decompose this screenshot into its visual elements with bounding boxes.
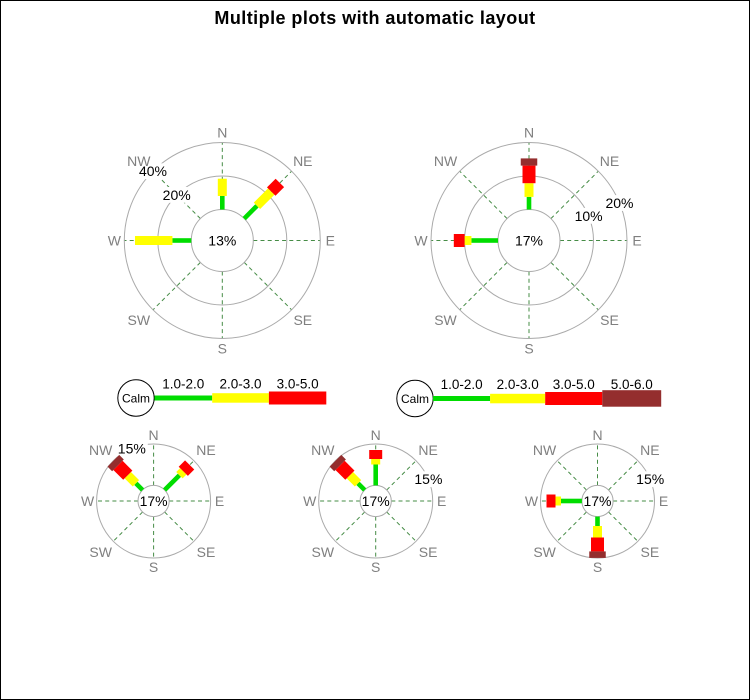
svg-text:NW: NW xyxy=(533,442,557,458)
svg-text:20%: 20% xyxy=(163,187,191,203)
svg-text:15%: 15% xyxy=(636,471,664,487)
svg-text:Multiple plots with automatic: Multiple plots with automatic layout xyxy=(214,8,535,28)
svg-text:NW: NW xyxy=(127,153,151,169)
svg-text:S: S xyxy=(371,559,380,575)
svg-text:40%: 40% xyxy=(139,163,167,179)
svg-text:1.0-2.0: 1.0-2.0 xyxy=(441,377,483,392)
svg-text:Calm: Calm xyxy=(122,391,150,405)
svg-text:SE: SE xyxy=(197,544,216,560)
svg-text:SW: SW xyxy=(89,544,112,560)
svg-text:2.0-3.0: 2.0-3.0 xyxy=(497,377,539,392)
svg-text:NE: NE xyxy=(600,153,619,169)
svg-text:20%: 20% xyxy=(605,195,633,211)
svg-text:W: W xyxy=(525,493,539,509)
svg-text:17%: 17% xyxy=(362,493,390,509)
svg-text:N: N xyxy=(592,427,602,443)
svg-text:SE: SE xyxy=(641,544,660,560)
svg-text:E: E xyxy=(632,233,641,249)
svg-text:NE: NE xyxy=(196,442,215,458)
svg-text:15%: 15% xyxy=(118,440,146,456)
svg-text:S: S xyxy=(593,559,602,575)
svg-text:NE: NE xyxy=(293,153,312,169)
svg-text:N: N xyxy=(217,125,227,141)
svg-text:S: S xyxy=(149,559,158,575)
svg-text:E: E xyxy=(326,233,335,249)
svg-text:S: S xyxy=(524,341,533,357)
svg-text:W: W xyxy=(303,493,317,509)
svg-text:N: N xyxy=(524,125,534,141)
svg-text:E: E xyxy=(215,493,224,509)
svg-text:W: W xyxy=(414,233,428,249)
svg-text:NE: NE xyxy=(418,442,437,458)
svg-text:3.0-5.0: 3.0-5.0 xyxy=(553,377,595,392)
svg-text:SE: SE xyxy=(600,312,619,328)
svg-text:13%: 13% xyxy=(208,233,236,249)
svg-text:SW: SW xyxy=(434,312,457,328)
svg-text:17%: 17% xyxy=(583,493,611,509)
svg-text:SE: SE xyxy=(293,312,312,328)
svg-text:1.0-2.0: 1.0-2.0 xyxy=(162,377,204,392)
svg-text:5.0-6.0: 5.0-6.0 xyxy=(611,377,653,392)
svg-text:17%: 17% xyxy=(515,233,543,249)
svg-text:NE: NE xyxy=(640,442,659,458)
svg-text:W: W xyxy=(81,493,95,509)
svg-text:NW: NW xyxy=(434,153,458,169)
svg-text:N: N xyxy=(371,427,381,443)
svg-text:2.0-3.0: 2.0-3.0 xyxy=(219,377,261,392)
svg-text:SW: SW xyxy=(128,312,151,328)
svg-text:Calm: Calm xyxy=(401,392,429,406)
svg-text:SW: SW xyxy=(533,544,556,560)
svg-text:N: N xyxy=(149,427,159,443)
svg-text:17%: 17% xyxy=(140,493,168,509)
svg-text:3.0-5.0: 3.0-5.0 xyxy=(277,377,319,392)
svg-text:NW: NW xyxy=(89,442,113,458)
svg-text:W: W xyxy=(108,233,122,249)
svg-text:SW: SW xyxy=(312,544,335,560)
svg-text:10%: 10% xyxy=(575,208,603,224)
svg-text:S: S xyxy=(218,341,227,357)
svg-text:E: E xyxy=(437,493,446,509)
svg-text:NW: NW xyxy=(311,442,335,458)
svg-text:SE: SE xyxy=(419,544,438,560)
svg-text:15%: 15% xyxy=(414,471,442,487)
svg-text:E: E xyxy=(659,493,668,509)
